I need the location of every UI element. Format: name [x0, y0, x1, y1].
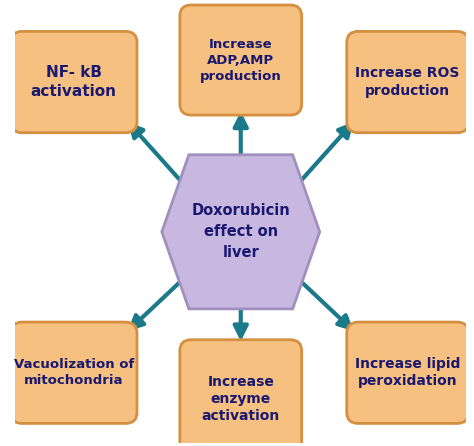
- FancyBboxPatch shape: [180, 340, 301, 446]
- FancyBboxPatch shape: [11, 31, 137, 133]
- Text: NF- kB
activation: NF- kB activation: [31, 65, 117, 99]
- FancyBboxPatch shape: [11, 322, 137, 423]
- Text: Increase
ADP,AMP
production: Increase ADP,AMP production: [200, 37, 282, 83]
- FancyBboxPatch shape: [180, 5, 301, 115]
- Text: Doxorubicin
effect on
liver: Doxorubicin effect on liver: [191, 203, 290, 260]
- Text: Increase
enzyme
activation: Increase enzyme activation: [201, 375, 280, 424]
- FancyBboxPatch shape: [347, 31, 468, 133]
- Text: Increase ROS
production: Increase ROS production: [356, 66, 460, 98]
- Polygon shape: [162, 155, 319, 309]
- Text: Increase lipid
peroxidation: Increase lipid peroxidation: [355, 357, 460, 388]
- Text: Vacuolization of
mitochondria: Vacuolization of mitochondria: [14, 358, 134, 387]
- FancyBboxPatch shape: [347, 322, 468, 423]
